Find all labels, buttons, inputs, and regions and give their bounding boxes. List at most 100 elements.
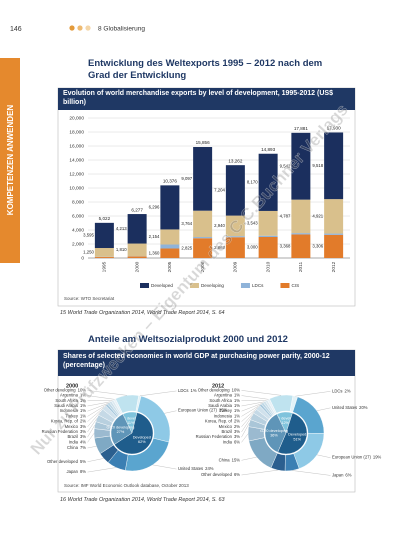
slice-name: Indonesia (214, 413, 233, 418)
slice-value: 1% (234, 408, 240, 413)
slice-name: South Africa (209, 398, 232, 403)
leader-line (87, 395, 115, 400)
slice-name: Saudi Arabia (208, 403, 232, 408)
bar-segment (291, 199, 311, 234)
leader-line (87, 401, 111, 407)
leader-line (87, 458, 104, 462)
slice-name: Developed (133, 435, 151, 439)
y-tick-label: 10,000 (69, 185, 84, 191)
slice-name: Russian Federation (42, 429, 79, 434)
legend-swatch (280, 283, 290, 288)
bar-segment (291, 233, 311, 235)
slice-name: LDCs (332, 388, 342, 393)
total-label: 13,262 (228, 158, 242, 163)
x-tick-label: 2012 (331, 261, 337, 272)
chart-title-band (58, 88, 355, 110)
x-tick-label: 2005 (167, 261, 173, 272)
slice-label: Korea, Rep. of 2% (205, 419, 240, 424)
slice-value: 1% (80, 398, 86, 403)
slice-label: Korea, Rep. of 2% (51, 419, 86, 424)
slice-value: 4% (80, 440, 86, 445)
slice-name: Korea, Rep. of (51, 419, 79, 424)
slice-name: China (219, 457, 231, 462)
bar-segment (193, 238, 213, 258)
slice-label: Other developed 6% (201, 472, 240, 477)
slice-value: 10% (78, 388, 87, 393)
bar-segment (94, 222, 114, 249)
pie-slice (113, 398, 123, 415)
leader-line (241, 403, 263, 412)
bar-segment (127, 243, 147, 257)
total-label: 17,881 (294, 126, 308, 131)
slice-label: India 6% (223, 439, 240, 444)
bar-segment (225, 237, 245, 258)
slice-name: Turkey (65, 414, 79, 419)
slice-value: 1% (80, 408, 86, 413)
side-tab-label: KOMPETENZEN ANWENDEN (6, 105, 15, 216)
slice-name: European Union (27) (332, 455, 371, 460)
pie-slice (267, 398, 277, 415)
leader-line (152, 464, 177, 470)
value-label: 3,368 (280, 243, 291, 248)
bar-segment (127, 214, 147, 244)
slice-name: European Union (27) (178, 408, 217, 413)
slice-label: Indonesia 1% (214, 413, 241, 418)
bar-segment (324, 132, 344, 200)
legend-swatch (140, 283, 149, 288)
slice-value: 6% (345, 473, 351, 478)
slice-label: LDCs 1% (178, 388, 197, 393)
value-label: 3,595 (83, 233, 94, 238)
leader-line (241, 407, 259, 422)
slice-label: Other developing 10% (44, 388, 87, 393)
leader-line (87, 446, 97, 449)
heading: Anteile am Weltsozialprodukt 2000 und 20… (88, 334, 288, 345)
leader-line (241, 456, 257, 461)
chart-source: Source: IMF World Economic Outlook datab… (64, 483, 189, 488)
slice-name: Brazil (67, 434, 78, 439)
y-tick-label: 20,000 (69, 115, 84, 121)
chart-title: Shares of selected economies in world GD… (63, 353, 330, 369)
total-label: 10,376 (163, 179, 177, 184)
value-label: 9,542 (280, 163, 291, 168)
pie-title: 2012 (212, 383, 224, 389)
slice-value: 5% (80, 459, 86, 464)
x-tick-label: 1995 (102, 261, 108, 272)
bar-segment (258, 237, 278, 258)
x-tick-label: 2009 (233, 261, 239, 272)
slice-name: Saudi Arabia (54, 403, 78, 408)
leader-line (87, 403, 109, 412)
slice-label: Developed 51% (288, 433, 306, 442)
leader-line (87, 425, 95, 438)
leader-line (87, 404, 107, 417)
slice-name: Other developed (47, 459, 79, 464)
slice-name: United States (178, 466, 203, 471)
slice-name: Argentina (214, 393, 233, 398)
bar-segment (127, 256, 147, 258)
page-number: 146 (10, 26, 22, 33)
slice-name: Other developed (201, 472, 233, 477)
value-label: 2,154 (149, 234, 160, 239)
leader-line (164, 410, 177, 414)
dot (85, 25, 91, 31)
value-label: 3,000 (247, 245, 258, 250)
slice-name: United States (332, 405, 357, 410)
slice-name: Other developing (271, 417, 300, 421)
legend-label: Developed (151, 283, 173, 288)
slice-value: 36% (270, 433, 278, 437)
bar-segment (324, 233, 344, 235)
slice-label: Other developed 5% (47, 459, 86, 464)
y-tick-label: 18,000 (69, 129, 84, 135)
slice-name: LDCs (178, 388, 188, 393)
value-label: 6,296 (149, 205, 160, 210)
value-label: 1,250 (83, 250, 94, 255)
slice-label: Mexico 3% (65, 424, 87, 429)
slice-name: Brazil (221, 429, 232, 434)
section-title: 8 Globalisierung (98, 26, 145, 33)
value-label: 2,968 (214, 245, 225, 250)
value-label: 3,543 (247, 220, 258, 225)
legend-label: CIS (291, 283, 299, 288)
slice-value: 2% (80, 419, 86, 424)
slice-label: Other developing 11% (116, 417, 145, 426)
slice-name: G-20 developing (260, 429, 288, 433)
